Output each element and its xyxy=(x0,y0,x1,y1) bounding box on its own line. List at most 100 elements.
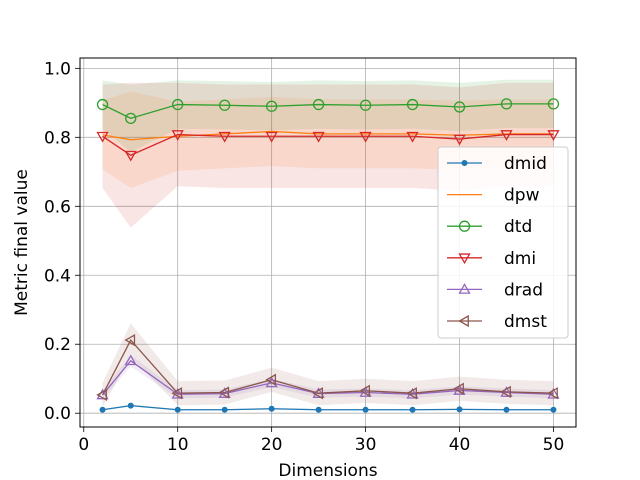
y-axis-ticks: 0.0 0.2 0.4 0.6 0.8 1.0 xyxy=(44,59,80,424)
markers-dmst xyxy=(96,333,558,402)
legend-item-dmi: dmi xyxy=(447,249,536,269)
data-point xyxy=(503,406,510,413)
line-dmst xyxy=(101,338,554,396)
data-point xyxy=(221,406,228,413)
markers-dmi xyxy=(96,130,560,162)
legend-item-dmst: dmst xyxy=(447,312,547,332)
series-markers xyxy=(96,98,560,413)
data-point xyxy=(265,376,278,388)
x-tick-label: 20 xyxy=(261,435,283,455)
data-point xyxy=(99,406,106,413)
data-point xyxy=(312,387,324,400)
legend: dmid dpw dtd dmi drad dmst xyxy=(437,146,569,339)
data-point xyxy=(458,220,471,232)
data-point xyxy=(359,131,372,143)
legend-label: dmi xyxy=(504,249,536,269)
data-point xyxy=(453,134,466,146)
data-point xyxy=(96,388,109,400)
data-point xyxy=(500,386,513,397)
data-point xyxy=(458,253,471,265)
line-dtd xyxy=(102,103,554,120)
y-axis-title: Metric final value xyxy=(12,169,32,316)
y-tick-label: 0.8 xyxy=(44,128,71,148)
y-tick-label: 0.0 xyxy=(44,404,71,424)
x-axis-title: Dimensions xyxy=(278,461,377,480)
legend-item-dtd: dtd xyxy=(447,217,532,237)
data-point xyxy=(409,406,416,413)
band-dtd xyxy=(102,79,554,153)
data-point xyxy=(456,406,463,413)
data-point xyxy=(406,98,419,111)
data-point xyxy=(312,131,325,143)
line-dmi xyxy=(102,133,554,156)
data-point xyxy=(547,130,560,141)
data-point xyxy=(406,387,419,399)
data-point xyxy=(268,405,275,412)
data-point xyxy=(500,385,511,398)
data-point xyxy=(458,283,471,294)
data-point xyxy=(315,406,322,413)
band-dmi xyxy=(102,82,554,228)
legend-label: dtd xyxy=(504,217,532,237)
markers-dmid xyxy=(99,402,557,413)
data-point xyxy=(171,130,184,141)
band-drad xyxy=(102,354,554,400)
legend-label: drad xyxy=(504,280,543,300)
y-tick-label: 0.6 xyxy=(44,197,71,217)
legend-box xyxy=(437,146,569,339)
markers-dtd xyxy=(96,98,560,125)
data-point xyxy=(500,98,513,110)
x-tick-label: 10 xyxy=(167,435,189,455)
data-point xyxy=(218,131,231,143)
data-point xyxy=(547,387,558,400)
data-point xyxy=(359,99,372,111)
data-point xyxy=(125,112,137,125)
x-tick-label: 30 xyxy=(355,435,377,455)
x-axis-ticks: 0 10 20 30 40 50 xyxy=(78,427,564,455)
data-point xyxy=(219,99,231,111)
data-point xyxy=(218,387,231,398)
series-lines xyxy=(101,103,554,411)
data-point xyxy=(124,333,136,347)
data-point xyxy=(547,387,560,399)
y-tick-label: 0.4 xyxy=(44,266,71,286)
line-dpw xyxy=(102,130,554,141)
data-point xyxy=(171,387,184,399)
data-point xyxy=(265,131,278,143)
data-point xyxy=(362,406,369,413)
data-point xyxy=(96,98,109,111)
legend-label: dmid xyxy=(504,154,547,174)
data-point xyxy=(312,387,325,398)
data-point xyxy=(359,384,370,397)
data-point xyxy=(124,354,137,366)
data-point xyxy=(406,387,417,400)
plot-frame xyxy=(79,57,577,428)
data-point xyxy=(453,101,466,113)
data-point xyxy=(406,131,419,143)
data-point xyxy=(547,98,560,110)
data-point xyxy=(174,406,181,413)
data-point xyxy=(265,373,277,386)
data-point xyxy=(127,402,134,409)
data-point xyxy=(550,406,557,413)
data-point xyxy=(171,387,183,400)
data-point xyxy=(218,386,230,399)
legend-label: dmst xyxy=(504,312,547,332)
legend-label: dpw xyxy=(504,186,540,206)
data-point xyxy=(453,382,464,395)
data-point xyxy=(458,314,469,328)
x-tick-label: 50 xyxy=(543,435,565,455)
data-point xyxy=(96,388,107,402)
data-point xyxy=(124,150,137,162)
legend-item-dmid: dmid xyxy=(447,154,547,174)
band-dmst xyxy=(102,323,554,407)
data-point xyxy=(312,98,325,111)
data-point xyxy=(96,131,109,143)
data-point xyxy=(172,98,184,111)
y-tick-label: 1.0 xyxy=(44,59,71,79)
legend-item-drad: drad xyxy=(447,280,543,300)
x-tick-label: 0 xyxy=(78,435,89,455)
legend-item-dpw: dpw xyxy=(447,186,540,206)
data-point xyxy=(500,130,513,141)
